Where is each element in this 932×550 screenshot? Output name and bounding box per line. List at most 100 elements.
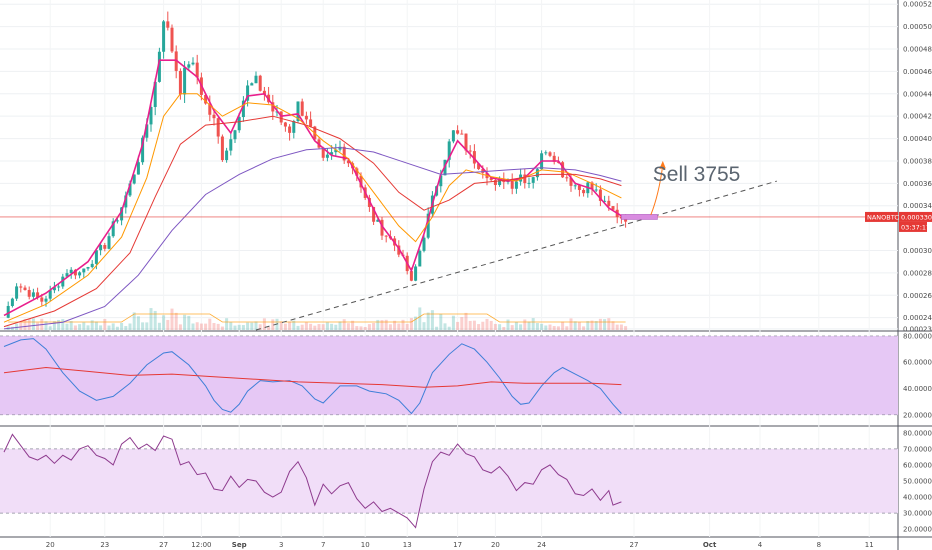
- drawing-layer: [0, 160, 898, 331]
- y-tick-label: 0.0003800: [903, 157, 932, 165]
- volume-bar: [603, 319, 607, 330]
- symbol-tag-background: [865, 211, 898, 222]
- y-tick-label: 0.0004400: [903, 90, 932, 98]
- volume-bar: [556, 326, 560, 330]
- volume-bar: [367, 324, 371, 330]
- volume-bar: [44, 321, 48, 330]
- volume-bar: [582, 326, 586, 330]
- volume-bar: [204, 323, 208, 330]
- stoch-band: [0, 448, 898, 514]
- candle-body: [510, 180, 514, 189]
- volume-bar: [128, 323, 132, 330]
- arrow-line[interactable]: [650, 164, 664, 216]
- volume-bar: [237, 324, 241, 330]
- candle-body: [107, 236, 111, 249]
- trendline[interactable]: [255, 180, 777, 331]
- candle-body: [288, 126, 292, 133]
- volume-bar: [69, 321, 73, 330]
- candle-body: [498, 179, 502, 186]
- volume-bar: [384, 319, 388, 330]
- volume-bar: [250, 322, 254, 330]
- y-tick-label: 0.0004800: [903, 46, 932, 54]
- volume-bar: [258, 324, 262, 330]
- stoch-y-tick-label: 40.0000: [903, 494, 932, 502]
- x-tick-label: 20: [46, 541, 55, 549]
- candle-body: [141, 137, 145, 163]
- volume-bar: [61, 319, 65, 330]
- y-tick-label: 0.0005000: [903, 23, 932, 31]
- candle-body: [552, 155, 556, 162]
- volume-bar: [472, 320, 476, 330]
- candle-body: [477, 163, 481, 170]
- candle-body: [472, 151, 476, 164]
- volume-bar: [598, 318, 602, 330]
- volume-bar: [27, 318, 31, 330]
- volume-bar: [393, 320, 397, 330]
- volume-bar: [439, 313, 443, 330]
- candle-body: [57, 286, 61, 288]
- volume-bar: [304, 322, 308, 330]
- candle-body: [132, 174, 136, 184]
- y-tick-label: 0.0002800: [903, 269, 932, 277]
- volume-bar: [141, 322, 145, 330]
- volume-bar: [246, 322, 250, 330]
- volume-bar: [330, 323, 334, 330]
- candle-body: [565, 177, 569, 179]
- candle-body: [241, 100, 245, 118]
- volume-bar: [519, 324, 523, 330]
- volume-bar: [405, 323, 409, 330]
- candle-body: [237, 117, 241, 131]
- volume-bar: [611, 321, 615, 330]
- volume-bar: [372, 323, 376, 330]
- candle-body: [376, 219, 380, 222]
- candle-body: [149, 107, 153, 125]
- rsi-y-tick-label: 80.0000: [903, 332, 932, 340]
- candle-body: [359, 175, 363, 188]
- candle-body: [262, 90, 266, 95]
- stoch-y-tick-label: 20.0000: [903, 526, 932, 534]
- target-box[interactable]: [621, 214, 658, 220]
- candle-body: [52, 287, 56, 291]
- volume-bar: [577, 322, 581, 330]
- volume-bar: [325, 322, 329, 330]
- candle-body: [384, 235, 388, 237]
- candle-body: [300, 101, 304, 116]
- candle-body: [195, 62, 199, 78]
- volume-bar: [57, 319, 61, 330]
- volume-bar: [531, 318, 535, 330]
- x-tick-label: Sep: [232, 541, 247, 549]
- x-tick-label: 12:00: [191, 541, 211, 549]
- ma-line-3: [3, 146, 622, 330]
- candle-body: [10, 298, 14, 306]
- volume-bar: [317, 324, 321, 330]
- volume-bar: [334, 324, 338, 330]
- candle-body: [603, 200, 607, 202]
- time-axis[interactable]: 20 23 27 12:00 Sep 3 7 10 13 17 20 24 27 Oct 4 8 11: [46, 541, 874, 549]
- candle-body: [594, 189, 598, 191]
- volume-bar: [380, 320, 384, 330]
- candle-body: [514, 181, 518, 189]
- price-axis[interactable]: 0.0005200 0.0005000 0.0004800 0.0004600 0.00…: [903, 1, 932, 534]
- candle-body: [451, 130, 455, 142]
- volume-bar: [208, 318, 212, 330]
- stoch-line-0: [3, 433, 622, 529]
- volume-bar: [73, 325, 77, 330]
- volume-bar: [48, 326, 52, 330]
- candle-body: [380, 219, 384, 236]
- volume-bar: [451, 315, 455, 330]
- candle-body: [191, 62, 195, 65]
- candle-body: [460, 133, 464, 135]
- candle-body: [418, 250, 422, 267]
- x-tick-label: 7: [321, 541, 325, 549]
- y-tick-label: 0.0005200: [903, 1, 932, 9]
- x-tick-label: 24: [537, 541, 546, 549]
- candle-body: [6, 305, 10, 318]
- volume-bar: [544, 325, 548, 330]
- sell-annotation[interactable]: Sell 3755: [653, 163, 741, 186]
- candle-body: [225, 150, 229, 161]
- volume-bar: [90, 320, 94, 330]
- volume-bar: [460, 317, 464, 330]
- stoch-y-tick-label: 60.0000: [903, 461, 932, 469]
- volume-bar: [162, 315, 166, 330]
